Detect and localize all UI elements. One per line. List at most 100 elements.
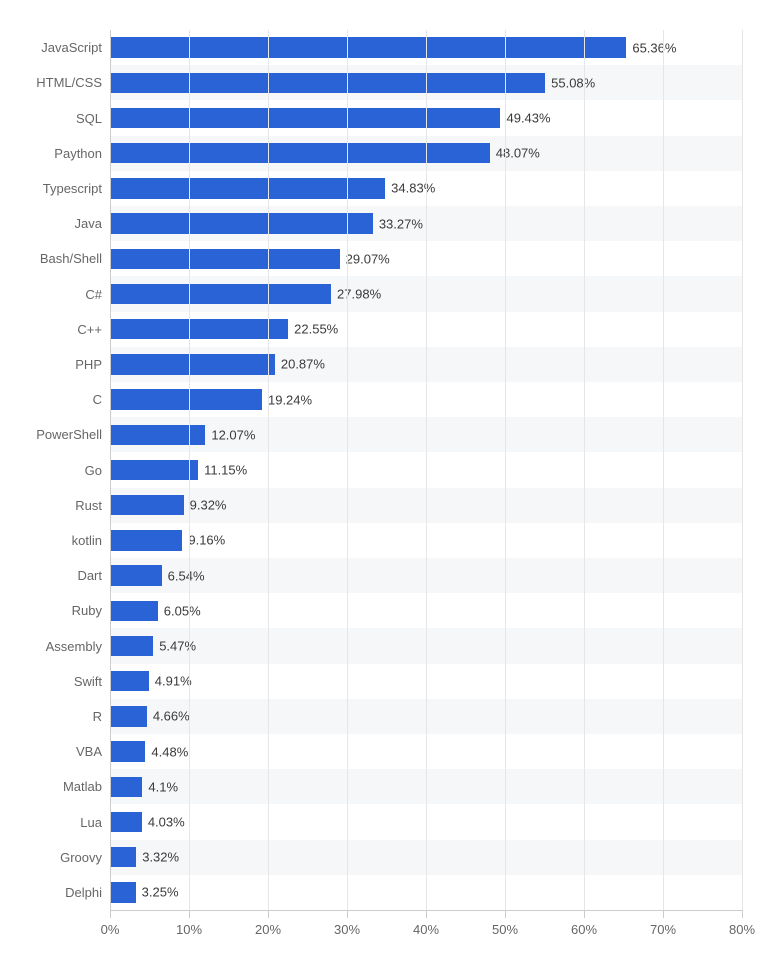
value-label: 5.47% xyxy=(159,639,196,654)
value-label: 19.24% xyxy=(268,392,312,407)
bar: 27.98% xyxy=(110,284,331,304)
plot-area: JavaScript65.36%HTML/CSS55.08%SQL49.43%P… xyxy=(110,30,742,910)
y-axis-label: Dart xyxy=(77,568,102,583)
y-axis-label: C++ xyxy=(77,322,102,337)
x-axis-label: 10% xyxy=(176,922,202,937)
x-axis: 0%10%20%30%40%50%60%70%80% xyxy=(110,910,742,950)
y-axis-label: Rust xyxy=(75,498,102,513)
y-axis-label: Matlab xyxy=(63,779,102,794)
bar: 6.54% xyxy=(110,565,162,585)
x-tick xyxy=(663,910,664,918)
bar: 34.83% xyxy=(110,178,385,198)
y-axis-label: kotlin xyxy=(72,533,102,548)
y-axis-label: Typescript xyxy=(43,181,102,196)
bar: 3.25% xyxy=(110,882,136,902)
y-axis-label: Bash/Shell xyxy=(40,251,102,266)
value-label: 3.25% xyxy=(142,885,179,900)
value-label: 9.32% xyxy=(190,498,227,513)
grid-line xyxy=(505,30,506,910)
x-tick xyxy=(426,910,427,918)
value-label: 48.07% xyxy=(496,146,540,161)
value-label: 65.36% xyxy=(632,40,676,55)
value-label: 22.55% xyxy=(294,322,338,337)
x-axis-label: 30% xyxy=(334,922,360,937)
x-axis-label: 70% xyxy=(650,922,676,937)
bar: 48.07% xyxy=(110,143,490,163)
x-tick xyxy=(189,910,190,918)
value-label: 29.07% xyxy=(346,251,390,266)
y-axis-label: Go xyxy=(85,463,102,478)
y-axis-line xyxy=(110,30,111,910)
grid-line xyxy=(347,30,348,910)
bar: 4.66% xyxy=(110,706,147,726)
y-axis-label: Java xyxy=(75,216,102,231)
bar: 11.15% xyxy=(110,460,198,480)
bar: 33.27% xyxy=(110,213,373,233)
value-label: 27.98% xyxy=(337,287,381,302)
bar: 3.32% xyxy=(110,847,136,867)
x-tick xyxy=(110,910,111,918)
bar: 20.87% xyxy=(110,354,275,374)
value-label: 55.08% xyxy=(551,75,595,90)
value-label: 4.03% xyxy=(148,815,185,830)
y-axis-label: C# xyxy=(85,287,102,302)
value-label: 9.16% xyxy=(188,533,225,548)
bar: 9.16% xyxy=(110,530,182,550)
bar: 5.47% xyxy=(110,636,153,656)
x-axis-label: 80% xyxy=(729,922,755,937)
value-label: 4.48% xyxy=(151,744,188,759)
value-label: 12.07% xyxy=(211,427,255,442)
bar: 22.55% xyxy=(110,319,288,339)
value-label: 6.54% xyxy=(168,568,205,583)
bar: 55.08% xyxy=(110,73,545,93)
x-tick xyxy=(584,910,585,918)
x-axis-label: 0% xyxy=(101,922,120,937)
grid-line xyxy=(268,30,269,910)
x-axis-label: 20% xyxy=(255,922,281,937)
bar: 49.43% xyxy=(110,108,500,128)
y-axis-label: Ruby xyxy=(72,603,102,618)
y-axis-label: PowerShell xyxy=(36,427,102,442)
y-axis-label: JavaScript xyxy=(41,40,102,55)
y-axis-label: Paython xyxy=(54,146,102,161)
bar: 19.24% xyxy=(110,389,262,409)
bar: 65.36% xyxy=(110,37,626,57)
y-axis-label: C xyxy=(93,392,102,407)
bar: 29.07% xyxy=(110,249,340,269)
value-label: 33.27% xyxy=(379,216,423,231)
x-axis-label: 60% xyxy=(571,922,597,937)
x-tick xyxy=(505,910,506,918)
bar: 6.05% xyxy=(110,601,158,621)
y-axis-label: R xyxy=(93,709,102,724)
bar: 12.07% xyxy=(110,425,205,445)
grid-line xyxy=(584,30,585,910)
y-axis-label: Groovy xyxy=(60,850,102,865)
y-axis-label: HTML/CSS xyxy=(36,75,102,90)
y-axis-label: VBA xyxy=(76,744,102,759)
y-axis-label: Delphi xyxy=(65,885,102,900)
value-label: 34.83% xyxy=(391,181,435,196)
value-label: 3.32% xyxy=(142,850,179,865)
x-tick xyxy=(742,910,743,918)
grid-line xyxy=(742,30,743,910)
bar: 4.03% xyxy=(110,812,142,832)
value-label: 4.1% xyxy=(148,779,178,794)
y-axis-label: Lua xyxy=(80,815,102,830)
value-label: 49.43% xyxy=(506,111,550,126)
value-label: 20.87% xyxy=(281,357,325,372)
y-axis-label: Swift xyxy=(74,674,102,689)
x-axis-label: 50% xyxy=(492,922,518,937)
grid-line xyxy=(426,30,427,910)
bar: 9.32% xyxy=(110,495,184,515)
bar: 4.48% xyxy=(110,741,145,761)
y-axis-label: Assembly xyxy=(46,639,102,654)
value-label: 4.66% xyxy=(153,709,190,724)
value-label: 11.15% xyxy=(204,463,247,478)
x-tick xyxy=(347,910,348,918)
grid-line xyxy=(663,30,664,910)
x-axis-label: 40% xyxy=(413,922,439,937)
grid-line xyxy=(189,30,190,910)
y-axis-label: PHP xyxy=(75,357,102,372)
bar: 4.91% xyxy=(110,671,149,691)
x-tick xyxy=(268,910,269,918)
